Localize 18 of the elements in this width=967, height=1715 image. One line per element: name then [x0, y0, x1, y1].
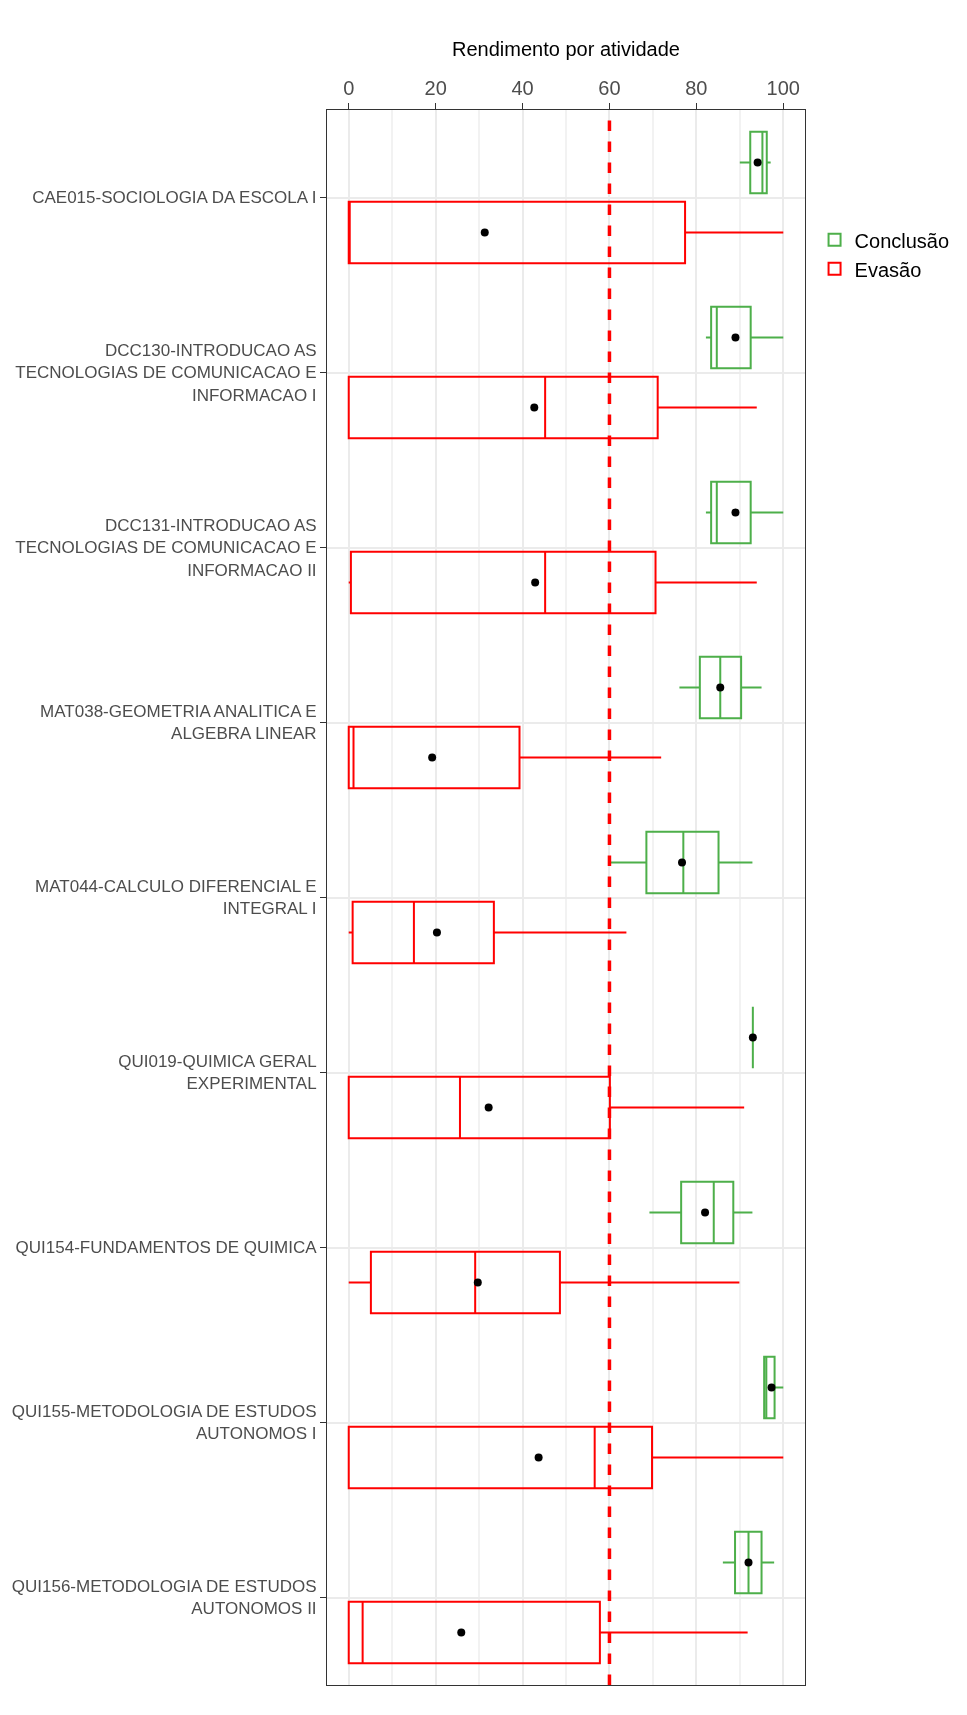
x-axis-title: Rendimento por atividade	[452, 37, 680, 60]
y-tick-label: MAT044-CALCULO DIFERENCIAL E INTEGRAL I	[35, 877, 317, 919]
y-tick-label: CAE015-SOCIOLOGIA DA ESCOLA I	[32, 188, 317, 208]
y-tick-label: DCC131-INTRODUCAO AS TECNOLOGIAS DE COMUNICACAO E INFORMACAO II	[15, 516, 317, 580]
x-tick-label: 20	[424, 77, 447, 99]
y-tick-label: DCC130-INTRODUCAO AS TECNOLOGIAS DE COMUNICACAO E INFORMACAO I	[15, 341, 317, 405]
legend-label: Evasão	[854, 258, 922, 281]
legend-label: Conclusão	[854, 229, 950, 252]
x-tick-label: 40	[511, 77, 534, 99]
y-tick-label: MAT038-GEOMETRIA ANALITICA E ALGEBRA LINEAR	[40, 702, 317, 744]
y-tick-label: QUI019-QUIMICA GERAL EXPERIMENTAL	[118, 1052, 317, 1094]
y-tick-label: QUI155-METODOLOGIA DE ESTUDOS AUTONOMOS I	[11, 1402, 317, 1444]
x-tick-label: 0	[343, 77, 355, 99]
y-tick-label: QUI156-METODOLOGIA DE ESTUDOS AUTONOMOS II	[11, 1577, 317, 1619]
x-tick-label: 80	[685, 77, 708, 99]
x-tick-label: 60	[598, 77, 621, 99]
x-tick-label: 100	[766, 77, 800, 99]
y-tick-label: QUI154-FUNDAMENTOS DE QUIMICA	[15, 1238, 318, 1258]
